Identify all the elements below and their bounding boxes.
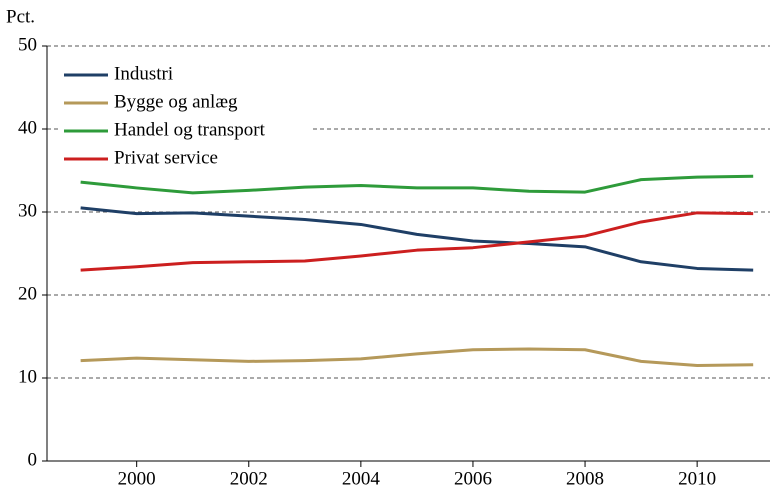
legend-label: Bygge og anlæg [114, 91, 238, 112]
x-tick-label: 2006 [454, 468, 492, 489]
y-tick-label: 10 [18, 366, 37, 387]
legend-label: Privat service [114, 147, 218, 168]
series-line [80, 206, 754, 272]
series-line [80, 347, 754, 368]
series-line [80, 211, 754, 272]
x-tick-label: 2010 [678, 468, 716, 489]
y-tick-label: 30 [18, 200, 37, 221]
y-tick-label: 40 [18, 117, 37, 138]
legend-label: Industri [114, 63, 173, 84]
x-tick-label: 2004 [342, 468, 381, 489]
legend-label: Handel og transport [114, 119, 266, 140]
x-tick-label: 2008 [566, 468, 604, 489]
y-unit-label: Pct. [6, 6, 35, 27]
x-tick-label: 2000 [118, 468, 156, 489]
x-tick-label: 2002 [230, 468, 268, 489]
legend-background [58, 60, 310, 174]
y-tick-label: 20 [18, 283, 37, 304]
series-line [80, 174, 754, 195]
y-tick-label: 0 [28, 449, 38, 470]
y-tick-label: 50 [18, 34, 37, 55]
